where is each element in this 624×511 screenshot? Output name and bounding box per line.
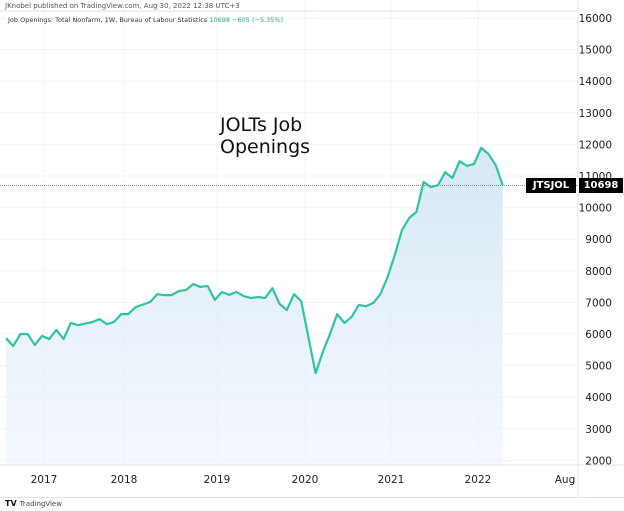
series-legend: Job Openings: Total Nonfarm, 1W, Bureau …: [8, 16, 283, 24]
series-title: Job Openings: Total Nonfarm, 1W, Bureau …: [8, 16, 208, 24]
y-tick-label: 5000: [585, 361, 612, 373]
y-tick-label: 12000: [579, 139, 612, 151]
y-tick-label: 3000: [585, 424, 612, 436]
area-fill: [6, 147, 503, 465]
y-tick-label: 8000: [585, 266, 612, 278]
y-tick-label: 7000: [585, 297, 612, 309]
logo-mark-icon: TV: [5, 499, 17, 508]
symbol-tag: JTSJOL: [526, 178, 576, 193]
series-line: [5, 146, 504, 375]
y-tick-label: 9000: [585, 234, 612, 246]
y-tick-label: 6000: [585, 329, 612, 341]
annotation-line-1: JOLTs Job: [220, 114, 303, 136]
x-tick-label: 2021: [378, 474, 405, 486]
y-tick-label: 15000: [579, 45, 612, 57]
chart-canvas[interactable]: 2000300040005000600070008000900010000110…: [0, 0, 624, 497]
y-tick-label: 2000: [585, 455, 612, 467]
tradingview-logo[interactable]: TV TradingView: [5, 499, 62, 508]
y-tick-label: 16000: [579, 13, 612, 25]
y-tick-label: 10000: [579, 203, 612, 215]
y-tick-label: 4000: [585, 392, 612, 404]
x-tick-label: Aug: [555, 474, 576, 486]
change-value: −605 (−5.35%): [232, 16, 284, 24]
logo-text: TradingView: [19, 500, 62, 508]
y-tick-label: 13000: [579, 108, 612, 120]
x-tick-label: 2017: [31, 474, 58, 486]
x-tick-label: 2022: [465, 474, 492, 486]
last-value: 10698: [209, 16, 230, 24]
published-info: JKnobel published on TradingView.com, Au…: [5, 2, 240, 10]
annotation-line-2: Openings: [220, 136, 311, 158]
chart-frame: 2000 3000 4000 5000 6000 7000 8000 9000 10000 110…: [0, 0, 624, 498]
chart-annotation: JOLTs Job Openings: [220, 114, 310, 158]
y-tick-label: 14000: [579, 76, 612, 88]
x-tick-label: 2018: [111, 474, 138, 486]
x-tick-label: 2020: [292, 474, 319, 486]
x-tick-label: 2019: [204, 474, 231, 486]
price-tag: 10698: [578, 178, 623, 193]
